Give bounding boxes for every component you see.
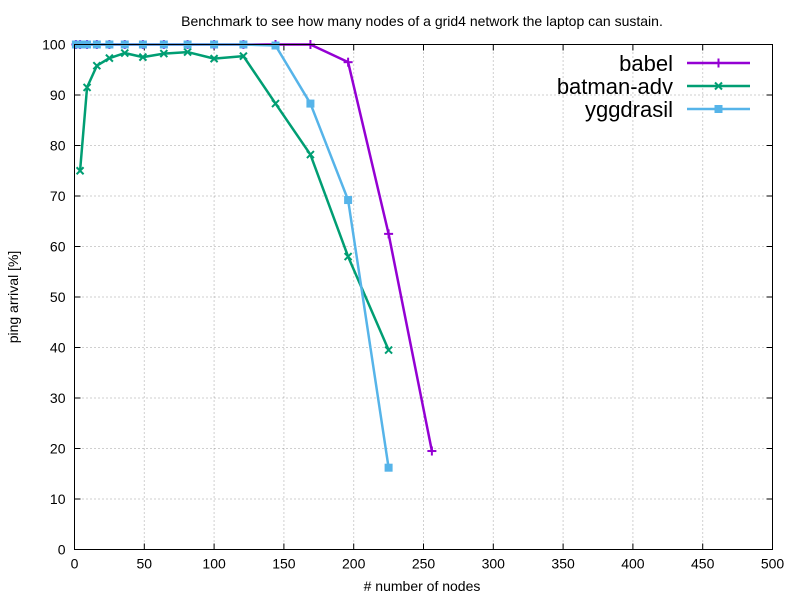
y-tick-label: 90 [50,87,66,103]
data-point-batman-adv [306,150,315,159]
data-point-marker [138,52,148,62]
data-point-batman-adv [92,61,102,70]
legend-label-batman-adv: batman-adv [557,74,673,99]
data-point-babel [343,57,353,67]
x-tick-label: 250 [412,556,436,572]
data-point-marker [384,463,393,472]
x-tick-label: 200 [342,556,366,572]
x-tick-label: 400 [621,556,645,572]
grid-lines [74,44,773,550]
data-point-yggdrasil [271,41,280,50]
series-layer [71,40,437,472]
y-tick-label: 80 [50,138,66,154]
x-tick-label: 50 [137,556,153,572]
x-tick-label: 450 [691,556,715,572]
series-babel [71,40,437,456]
data-point-babel [384,229,394,239]
y-tick-label: 100 [42,37,66,53]
data-point-batman-adv [82,83,92,92]
data-point-marker [120,48,129,58]
legend-label-babel: babel [619,51,673,76]
data-point-marker [384,345,393,355]
data-point-yggdrasil [344,196,353,205]
data-point-batman-adv [271,99,280,108]
data-point-marker [92,61,102,70]
data-point-marker [159,49,169,58]
data-point-marker [344,196,353,205]
data-point-marker [306,99,315,108]
y-tick-label: 70 [50,188,66,204]
data-point-batman-adv [75,166,85,175]
data-point-marker [271,41,280,50]
axis-tick-labels: 0 50 100 150 200 250 300 350 400 450 500 0 10 20 30 40 5… [42,37,784,572]
data-point-batman-adv [183,47,192,57]
data-point-marker [306,150,315,159]
data-point-batman-adv [209,54,219,63]
data-point-batman-adv [159,49,169,58]
plot-frame [74,44,773,550]
y-tick-label: 50 [50,289,66,305]
x-axis-label: # number of nodes [364,578,481,594]
y-tick-label: 10 [50,491,66,507]
series-line-babel [75,43,434,452]
data-point-marker [82,83,92,92]
data-point-babel [427,446,437,456]
data-point-batman-adv [343,252,353,261]
data-point-yggdrasil [384,463,393,472]
data-point-marker [239,51,248,61]
legend-marker-babel [714,58,723,68]
y-tick-label: 60 [50,239,66,255]
series-line-batman-adv [78,50,390,351]
series-batman-adv [75,47,393,355]
x-tick-label: 150 [272,556,296,572]
data-point-marker [343,252,353,261]
x-tick-label: 100 [202,556,226,572]
x-tick-label: 350 [551,556,575,572]
legend-label-yggdrasil: yggdrasil [585,97,673,122]
y-tick-label: 0 [58,542,66,558]
data-point-batman-adv [384,345,393,355]
series-line-yggdrasil [75,43,390,468]
chart-title: Benchmark to see how many nodes of a gri… [181,13,663,29]
data-point-marker [209,54,219,63]
data-point-marker [183,47,192,57]
data-point-marker [271,99,280,108]
x-tick-label: 0 [71,556,79,572]
legend-marker-yggdrasil [714,105,723,113]
series-yggdrasil [71,40,393,472]
data-point-batman-adv [105,53,114,63]
data-point-marker [105,53,114,63]
data-point-batman-adv [138,52,148,62]
data-point-batman-adv [239,51,248,61]
x-tick-label: 500 [761,556,785,572]
legend-marker [714,81,723,91]
y-tick-label: 40 [50,340,66,356]
data-point-marker [75,166,85,175]
y-tick-label: 20 [50,441,66,457]
data-point-yggdrasil [306,99,315,108]
x-tick-label: 300 [482,556,506,572]
data-point-batman-adv [120,48,129,58]
legend-marker [714,105,723,113]
y-axis-label: ping arrival [%] [5,251,21,344]
y-tick-label: 30 [50,390,66,406]
legend-marker-batman-adv [714,81,723,91]
